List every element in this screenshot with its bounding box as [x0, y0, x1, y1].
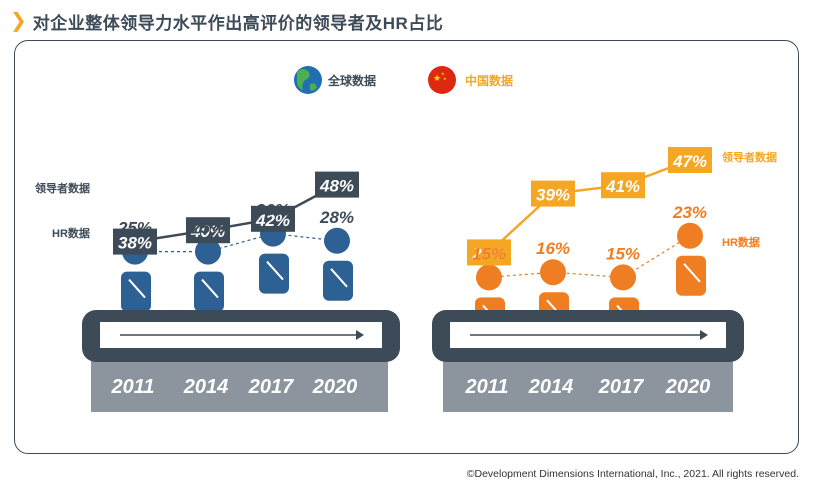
hr-data-label: 23% — [672, 203, 707, 222]
hr-data-label: 25% — [117, 219, 152, 238]
title-bar: ❯ 对企业整体领导力水平作出高评价的领导者及HR占比 — [10, 8, 443, 34]
hr-data-label: 15% — [606, 244, 640, 263]
person-arm — [128, 278, 146, 299]
chevron-right-icon: ❯ — [10, 10, 27, 32]
hr-data-label: 15% — [472, 244, 506, 263]
x-tick-label: 2017 — [248, 376, 294, 398]
series-label-hr: HR数据 — [722, 235, 760, 249]
leader-data-label: 47% — [672, 152, 707, 171]
x-tick-label: 2014 — [528, 376, 574, 398]
series-label-leader: 领导者数据 — [721, 150, 777, 164]
global-panel: 全球数据 2011 2014 2017 2020 38% 40% 42% 48% 25% 25% 30… — [34, 66, 400, 412]
person-body — [121, 271, 151, 312]
timeline-arrow-head — [356, 330, 364, 340]
series-label-leader: 领导者数据 — [34, 181, 90, 195]
flag-star-icon: ★ — [433, 73, 441, 83]
timeline-arrow-head — [700, 330, 708, 340]
legend-label: 全球数据 — [327, 73, 376, 88]
page-title: 对企业整体领导力水平作出高评价的领导者及HR占比 — [32, 13, 444, 33]
leader-series-line — [134, 183, 338, 243]
leader-data-label: 42% — [255, 211, 290, 230]
x-tick-label: 2020 — [665, 376, 711, 398]
person-head — [677, 222, 703, 249]
leader-data-box — [251, 205, 295, 232]
leader-data-label: 39% — [536, 186, 570, 205]
hr-data-label: 28% — [319, 208, 354, 227]
person-body — [194, 271, 224, 312]
x-tick-label: 2020 — [312, 376, 358, 398]
leader-series-line — [488, 158, 691, 254]
china-flag-icon — [428, 66, 456, 94]
x-tick-label: 2011 — [110, 376, 154, 398]
legend-label: 中国数据 — [465, 73, 513, 88]
person-body — [323, 260, 353, 301]
leader-data-box — [113, 228, 157, 255]
hr-data-label: 30% — [256, 201, 290, 220]
leader-data-box — [315, 171, 359, 198]
person-head — [540, 259, 566, 286]
hr-data-label: 16% — [536, 239, 570, 258]
leader-data-box — [668, 147, 712, 173]
leader-data-label: 41% — [605, 177, 640, 196]
leader-data-box — [186, 217, 230, 244]
china-panel: ★ ★★ 中国数据 2011 2014 2017 2020 25% 39% 41% 47% 15% 16… — [428, 66, 777, 412]
person-arm — [266, 260, 284, 281]
leader-data-label: 40% — [190, 222, 225, 241]
person-arm — [683, 263, 701, 283]
series-label-hr: HR数据 — [52, 226, 90, 240]
person-body — [676, 255, 706, 296]
leader-data-box — [467, 239, 511, 266]
person-arm — [201, 278, 219, 299]
leader-data-box — [601, 172, 645, 199]
leader-data-box — [531, 180, 575, 207]
x-tick-label: 2011 — [464, 376, 508, 398]
leader-data-label: 38% — [118, 234, 152, 253]
person-body — [259, 253, 289, 294]
flag-star-icon: ★ — [443, 76, 447, 81]
hr-series-line — [135, 232, 338, 253]
x-tick-label: 2014 — [183, 376, 229, 398]
hr-data-label: 25% — [190, 219, 225, 238]
copyright-text: ©Development Dimensions International, I… — [466, 468, 799, 480]
x-tick-label: 2017 — [598, 376, 644, 398]
person-arm — [330, 268, 348, 288]
hr-series-line — [488, 235, 691, 279]
leader-data-label: 25% — [471, 244, 506, 263]
globe-land-shape — [297, 69, 317, 91]
leader-data-label: 48% — [319, 177, 354, 196]
flag-star-icon: ★ — [441, 71, 445, 76]
